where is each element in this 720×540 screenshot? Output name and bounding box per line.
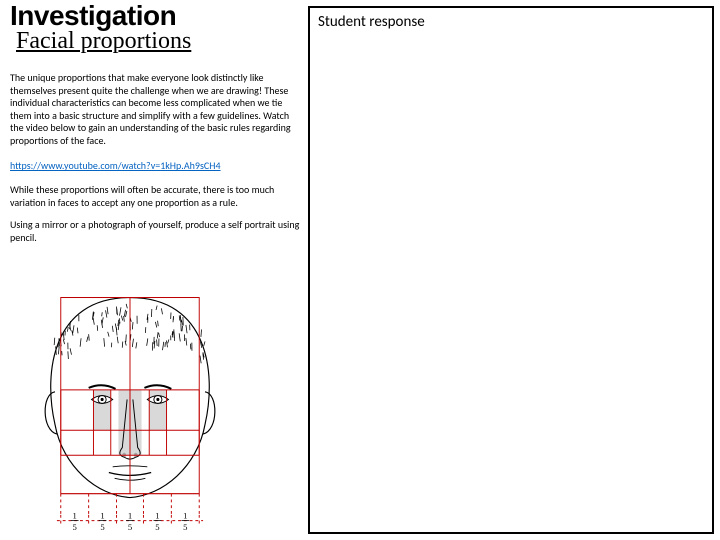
variation-paragraph: While these proportions will often be ac… bbox=[10, 184, 302, 209]
svg-text:1: 1 bbox=[128, 511, 132, 521]
svg-text:5: 5 bbox=[155, 522, 159, 532]
face-proportions-diagram: 1515151515 bbox=[10, 286, 250, 536]
svg-text:5: 5 bbox=[100, 522, 104, 532]
youtube-link[interactable]: https://www.youtube.com/watch?v=1kHp.Ah9… bbox=[10, 159, 302, 172]
svg-text:5: 5 bbox=[128, 522, 132, 532]
svg-text:5: 5 bbox=[183, 522, 187, 532]
investigation-heading: Investigation bbox=[10, 2, 302, 30]
svg-text:1: 1 bbox=[73, 511, 77, 521]
svg-text:1: 1 bbox=[155, 511, 159, 521]
svg-text:1: 1 bbox=[183, 511, 187, 521]
svg-text:5: 5 bbox=[73, 522, 77, 532]
intro-paragraph: The unique proportions that make everyon… bbox=[10, 72, 302, 147]
student-response-label: Student response bbox=[318, 13, 425, 31]
facial-proportions-heading: Facial proportions bbox=[16, 28, 302, 54]
student-response-panel: Student response bbox=[308, 6, 714, 534]
svg-text:1: 1 bbox=[100, 511, 104, 521]
instruction-paragraph: Using a mirror or a photograph of yourse… bbox=[10, 219, 302, 244]
